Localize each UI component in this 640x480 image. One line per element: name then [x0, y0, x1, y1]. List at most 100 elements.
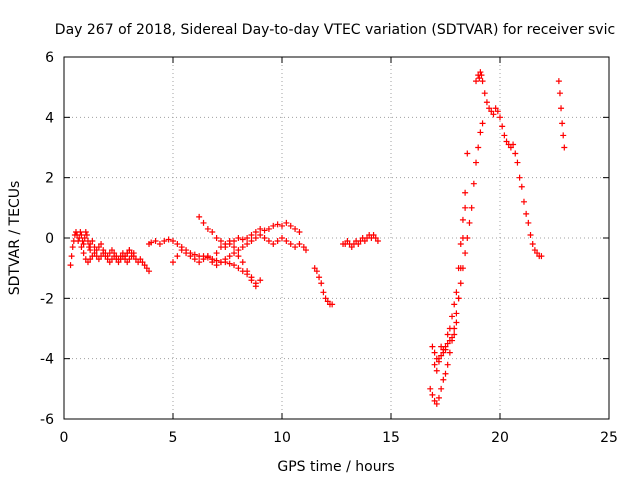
data-point — [507, 144, 514, 151]
data-point — [270, 222, 277, 229]
data-point — [361, 238, 368, 245]
data-point — [479, 120, 486, 127]
data-point — [257, 277, 264, 284]
data-point — [374, 238, 381, 245]
data-point — [257, 225, 264, 232]
data-point — [81, 235, 88, 241]
data-point — [141, 262, 148, 269]
data-point — [137, 256, 144, 263]
data-point — [556, 90, 563, 97]
data-point — [477, 69, 484, 76]
x-tick-labels: 0 5 10 15 20 25 — [60, 430, 618, 446]
data-point — [100, 247, 107, 254]
data-point — [93, 247, 100, 254]
data-point — [320, 289, 327, 296]
data-point — [433, 400, 440, 407]
data-point — [174, 241, 181, 248]
x-tick-label: 0 — [60, 430, 69, 446]
data-point — [279, 222, 285, 229]
data-point — [435, 394, 442, 401]
data-point — [261, 227, 268, 234]
data-point — [344, 238, 351, 245]
y-tick-label: 4 — [45, 110, 54, 126]
data-point — [95, 244, 102, 251]
data-point — [444, 340, 451, 347]
x-axis-label: GPS time / hours — [277, 459, 394, 475]
data-point — [457, 241, 464, 248]
data-point — [231, 250, 238, 257]
data-point — [274, 221, 281, 228]
data-point — [148, 239, 155, 246]
chart-title: Day 267 of 2018, Sidereal Day-to-day VTE… — [55, 22, 615, 38]
data-point — [558, 105, 565, 112]
data-point — [178, 247, 185, 254]
data-point — [82, 228, 89, 235]
data-point — [187, 253, 194, 260]
data-point — [213, 250, 220, 257]
data-point — [283, 238, 290, 245]
data-point — [126, 256, 133, 263]
data-point — [466, 219, 473, 226]
data-point — [91, 250, 98, 257]
data-point — [248, 274, 255, 281]
data-point — [83, 231, 90, 238]
data-point — [494, 108, 501, 115]
data-point — [244, 241, 251, 248]
data-point — [453, 319, 460, 326]
data-point — [492, 105, 499, 112]
data-point — [451, 331, 458, 338]
data-point — [292, 225, 299, 232]
data-point — [488, 108, 495, 115]
data-point — [87, 241, 94, 248]
data-point — [555, 78, 562, 85]
data-point — [464, 150, 471, 157]
data-point — [222, 256, 229, 263]
data-point — [435, 355, 442, 362]
y-axis-label: SDTVAR / TECUs — [7, 181, 23, 296]
data-point — [479, 78, 486, 85]
data-point — [200, 256, 207, 263]
data-point — [248, 231, 255, 238]
data-point — [104, 253, 111, 260]
data-point — [274, 238, 281, 245]
data-point — [512, 150, 519, 157]
data-point — [322, 295, 329, 302]
data-point — [296, 228, 303, 235]
data-point — [239, 236, 246, 243]
data-point — [444, 331, 451, 338]
data-point — [457, 280, 464, 287]
data-point — [252, 280, 259, 287]
data-point — [86, 244, 93, 251]
data-point — [318, 280, 325, 287]
data-point — [446, 325, 453, 332]
data-point — [261, 235, 268, 241]
data-point — [257, 231, 264, 238]
x-tick-label: 15 — [382, 430, 400, 446]
data-point — [209, 228, 216, 235]
data-point — [520, 198, 527, 205]
data-point — [453, 310, 460, 317]
data-point — [468, 204, 475, 211]
data-point — [431, 349, 438, 356]
data-point — [78, 244, 85, 251]
data-point — [89, 238, 96, 245]
data-point — [78, 231, 85, 238]
data-point — [446, 349, 453, 356]
data-point — [235, 247, 242, 254]
data-point — [244, 268, 251, 275]
data-point — [152, 238, 159, 245]
data-point — [209, 256, 216, 263]
data-point — [483, 99, 490, 106]
data-point — [200, 219, 207, 226]
data-point — [442, 370, 449, 377]
data-point — [265, 238, 272, 245]
data-point — [477, 129, 484, 136]
data-point — [77, 228, 84, 235]
data-point — [196, 259, 203, 266]
data-point — [499, 123, 506, 130]
data-point — [143, 265, 150, 272]
data-point — [462, 189, 469, 196]
data-point — [438, 385, 445, 392]
data-point — [459, 235, 466, 241]
